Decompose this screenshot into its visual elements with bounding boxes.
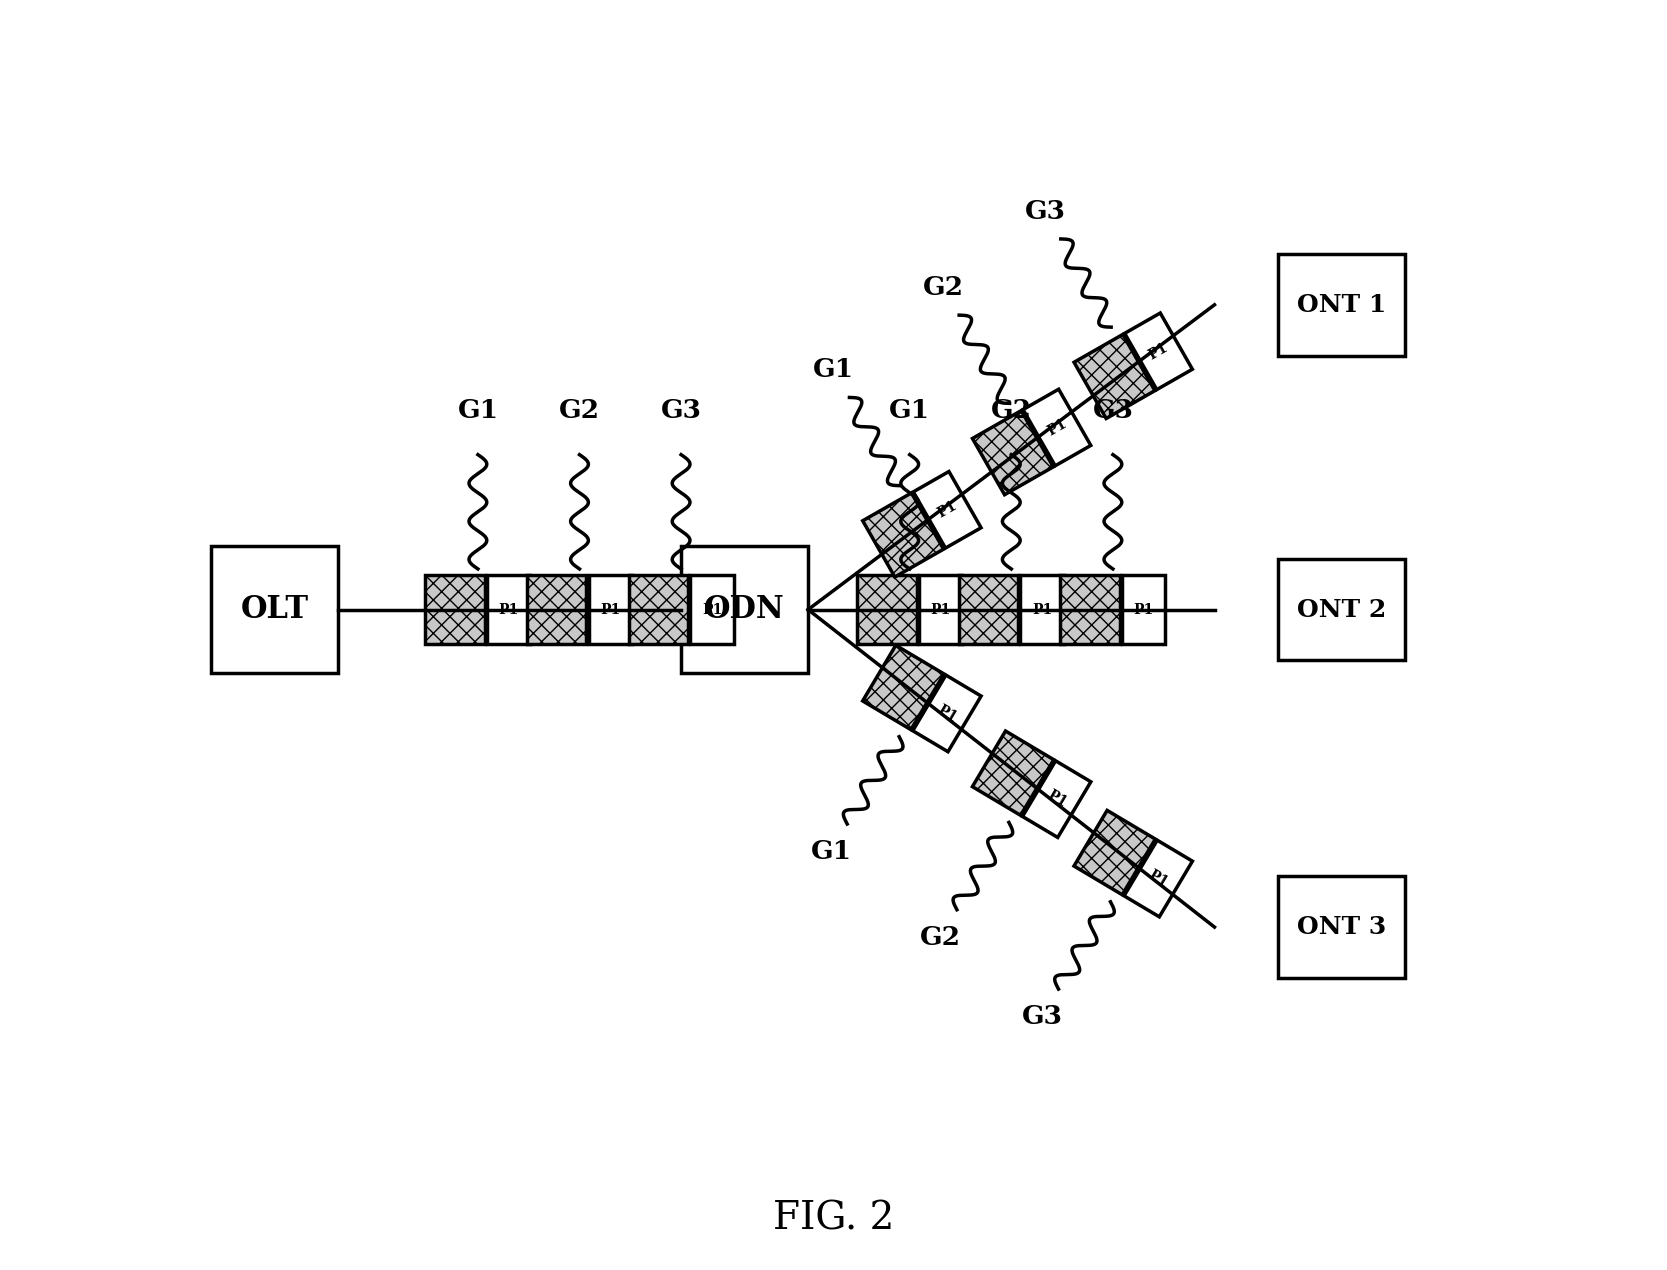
Polygon shape: [425, 575, 485, 644]
Polygon shape: [972, 732, 1054, 815]
Text: ODN: ODN: [703, 594, 785, 625]
Polygon shape: [972, 410, 1054, 495]
Text: P1: P1: [935, 702, 959, 725]
Text: ONT 2: ONT 2: [1297, 598, 1387, 621]
Text: P1: P1: [935, 499, 960, 521]
Text: G2: G2: [920, 925, 962, 950]
Polygon shape: [690, 575, 733, 644]
Text: G2: G2: [990, 398, 1032, 423]
Text: G1: G1: [813, 357, 854, 382]
Polygon shape: [628, 575, 688, 644]
Polygon shape: [857, 575, 917, 644]
Polygon shape: [1122, 575, 1165, 644]
FancyBboxPatch shape: [1279, 254, 1405, 356]
Text: ONT 1: ONT 1: [1297, 293, 1387, 316]
Text: P1: P1: [1147, 340, 1170, 362]
Polygon shape: [1022, 761, 1090, 837]
Polygon shape: [864, 493, 944, 577]
Polygon shape: [527, 575, 587, 644]
Polygon shape: [914, 676, 982, 752]
Text: FIG. 2: FIG. 2: [773, 1200, 894, 1238]
Polygon shape: [959, 575, 1019, 644]
Text: P1: P1: [1145, 867, 1170, 890]
Text: P1: P1: [930, 602, 950, 617]
Polygon shape: [1060, 575, 1120, 644]
Polygon shape: [1020, 575, 1064, 644]
Text: P1: P1: [1032, 602, 1052, 617]
Text: G3: G3: [1025, 199, 1065, 224]
Polygon shape: [1074, 810, 1155, 895]
Text: P1: P1: [1134, 602, 1154, 617]
Text: G1: G1: [810, 838, 852, 864]
Polygon shape: [1124, 841, 1192, 917]
Text: P1: P1: [600, 602, 620, 617]
FancyBboxPatch shape: [212, 546, 338, 673]
FancyBboxPatch shape: [1279, 559, 1405, 660]
Text: G1: G1: [457, 398, 498, 423]
Text: G3: G3: [1022, 1003, 1064, 1029]
Polygon shape: [1024, 389, 1090, 466]
Text: P1: P1: [1045, 787, 1069, 810]
Text: G2: G2: [558, 398, 600, 423]
Text: P1: P1: [498, 602, 518, 617]
Text: G2: G2: [924, 276, 964, 300]
Text: G3: G3: [1092, 398, 1134, 423]
Polygon shape: [919, 575, 962, 644]
Text: OLT: OLT: [240, 594, 308, 625]
Polygon shape: [914, 471, 982, 549]
Polygon shape: [862, 645, 944, 730]
Text: G1: G1: [889, 398, 930, 423]
Text: P1: P1: [1045, 417, 1069, 438]
Polygon shape: [588, 575, 632, 644]
Text: P1: P1: [702, 602, 722, 617]
Text: G3: G3: [660, 398, 702, 423]
Polygon shape: [487, 575, 530, 644]
FancyBboxPatch shape: [1279, 876, 1405, 978]
Text: ONT 3: ONT 3: [1297, 916, 1387, 939]
FancyBboxPatch shape: [682, 546, 808, 673]
Polygon shape: [1074, 334, 1155, 419]
Polygon shape: [1125, 312, 1192, 390]
